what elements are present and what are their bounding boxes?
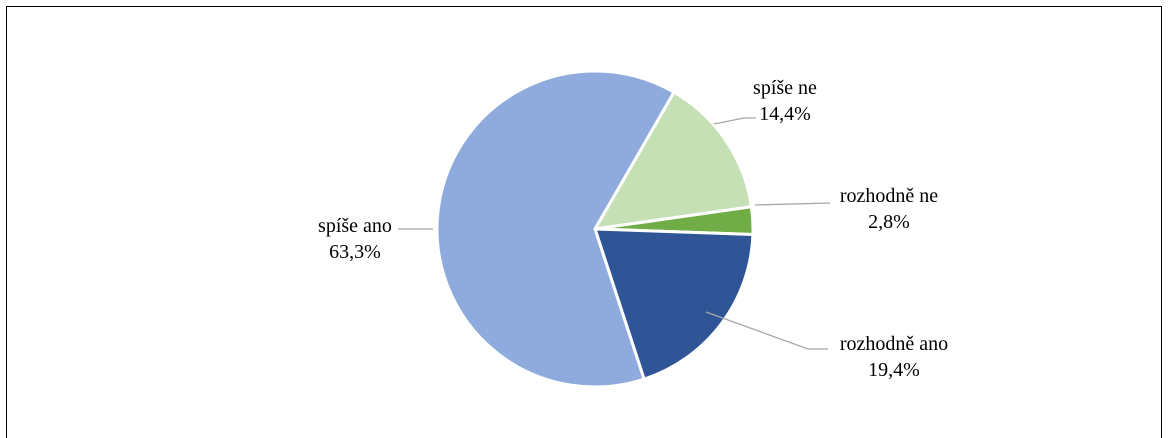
pie-slices: [435, 69, 755, 389]
leader-rozhodne-ano: [705, 311, 828, 350]
leader-rozhodne-ne: [754, 202, 831, 206]
label-rozhodne-ano-name: rozhodně ano: [840, 333, 948, 355]
label-spise-ano-name: spíše ano: [318, 215, 392, 237]
label-spise-ano-value: 63,3%: [329, 241, 381, 263]
leader-spise-ne: [713, 117, 756, 125]
label-spise-ne-value: 14,4%: [759, 103, 811, 125]
leader-lines: [398, 117, 831, 350]
label-rozhodne-ano-value: 19,4%: [868, 359, 920, 381]
label-rozhodne-ne-value: 2,8%: [868, 211, 910, 233]
pie-slice-spise-ano: [435, 69, 676, 389]
pie-slice-spise-ne: [593, 90, 753, 231]
label-spise-ne-name: spíše ne: [753, 77, 817, 99]
label-rozhodne-ne-name: rozhodně ne: [840, 185, 938, 207]
pie-slice-rozhodne-ano: [593, 227, 755, 381]
